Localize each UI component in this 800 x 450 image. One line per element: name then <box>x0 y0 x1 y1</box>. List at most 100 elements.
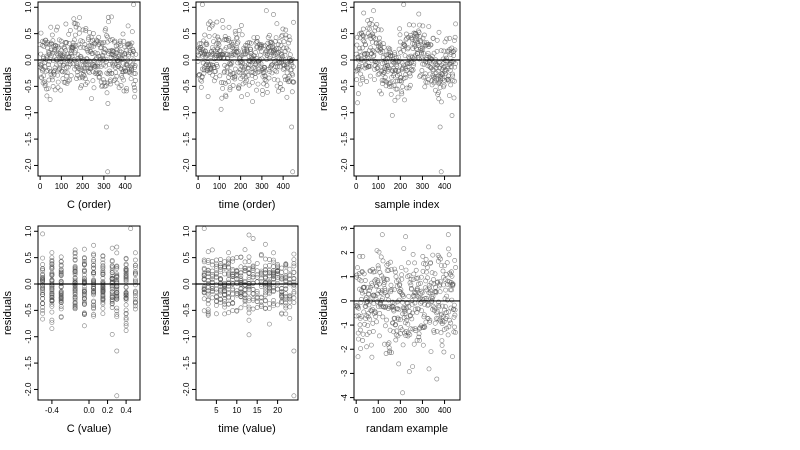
data-point <box>40 268 45 273</box>
data-point <box>104 124 109 130</box>
data-point <box>107 70 113 76</box>
y-tick-label: -1.0 <box>182 105 191 119</box>
data-point <box>446 324 452 330</box>
data-point <box>250 274 256 280</box>
data-point <box>100 271 106 277</box>
data-point <box>205 301 211 307</box>
data-point <box>118 83 124 88</box>
data-point <box>437 279 443 284</box>
data-point <box>100 305 106 311</box>
data-point <box>260 92 266 97</box>
data-point <box>214 62 220 67</box>
data-point <box>407 61 413 66</box>
data-point <box>218 269 223 274</box>
data-point <box>379 77 385 83</box>
data-points <box>353 2 458 175</box>
data-point <box>123 307 129 313</box>
data-point <box>213 270 219 276</box>
data-point <box>100 253 106 259</box>
data-point <box>376 333 382 339</box>
data-point <box>434 37 440 43</box>
y-tick-label: -0.5 <box>182 79 191 93</box>
data-point <box>402 72 408 78</box>
data-point <box>117 52 122 58</box>
data-point <box>246 298 252 304</box>
data-point <box>407 56 412 61</box>
data-point <box>380 54 386 60</box>
x-axis-label: randam example <box>366 423 448 435</box>
data-point <box>246 310 252 316</box>
data-point <box>104 80 110 86</box>
data-point <box>123 47 129 53</box>
data-point <box>82 301 87 307</box>
data-point <box>420 342 426 348</box>
data-point <box>390 68 396 74</box>
y-axis-label: residuals <box>318 290 330 335</box>
y-tick-label: -1 <box>340 321 349 329</box>
data-point <box>238 254 244 260</box>
data-point <box>355 265 360 271</box>
data-point <box>205 260 211 265</box>
x-axis-label: C (value) <box>67 423 112 435</box>
data-point <box>255 66 261 72</box>
data-point <box>291 348 297 354</box>
data-point <box>125 23 131 29</box>
data-point <box>205 309 211 315</box>
data-point <box>79 67 85 72</box>
data-point <box>282 52 288 58</box>
data-point <box>55 24 60 30</box>
data-point <box>438 330 444 336</box>
data-point <box>400 299 405 305</box>
data-point <box>388 267 394 272</box>
data-point <box>69 51 75 57</box>
y-tick-label: 2 <box>340 250 349 255</box>
data-point <box>109 265 115 271</box>
plot-frame <box>195 225 299 401</box>
data-point <box>64 40 69 45</box>
data-point <box>403 234 408 240</box>
data-point <box>392 269 398 275</box>
y-tick-label: -1.0 <box>340 105 349 119</box>
data-point <box>440 303 445 309</box>
data-point <box>362 289 368 294</box>
data-point <box>395 94 401 100</box>
data-point <box>236 86 242 91</box>
data-point <box>122 51 128 56</box>
data-point <box>255 81 261 87</box>
data-point <box>210 72 215 78</box>
data-point <box>131 2 136 7</box>
data-point <box>62 51 67 57</box>
data-point <box>234 308 240 314</box>
data-point <box>55 79 61 85</box>
data-point <box>72 288 78 294</box>
data-point <box>385 65 391 70</box>
data-point <box>204 53 210 58</box>
data-point <box>106 19 111 25</box>
data-point <box>266 321 272 327</box>
data-point <box>357 81 363 87</box>
x-tick-label: 0.0 <box>83 406 95 415</box>
data-point <box>403 68 409 74</box>
data-point <box>114 73 120 79</box>
data-point <box>373 283 379 289</box>
data-point <box>72 301 78 307</box>
data-point <box>70 43 76 48</box>
data-point <box>409 68 415 74</box>
data-point <box>432 320 438 326</box>
data-point <box>398 49 404 55</box>
data-point <box>431 305 437 311</box>
data-point <box>123 315 129 321</box>
data-point <box>246 65 251 71</box>
data-point <box>238 23 244 28</box>
data-point <box>431 328 437 334</box>
data-point <box>396 306 402 312</box>
data-point <box>409 316 415 322</box>
data-points <box>37 2 139 175</box>
data-point <box>426 77 431 83</box>
data-point <box>132 282 138 288</box>
data-point <box>275 261 280 267</box>
data-point <box>274 83 280 89</box>
data-point <box>251 56 257 62</box>
data-point <box>230 256 236 262</box>
data-point <box>67 58 72 64</box>
